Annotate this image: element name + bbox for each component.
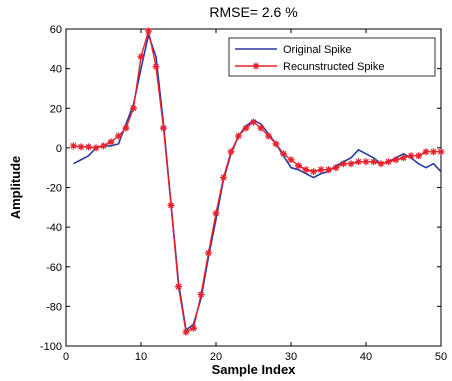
data-point — [70, 142, 77, 150]
data-point — [377, 160, 385, 168]
x-tick-label: 50 — [435, 351, 447, 363]
data-point — [242, 124, 250, 132]
data-point — [317, 166, 325, 174]
legend-box — [228, 37, 436, 77]
x-tick-label: 20 — [210, 351, 222, 363]
data-point — [310, 168, 317, 176]
data-point — [437, 148, 445, 156]
data-point — [122, 124, 130, 132]
axis-ticks: 0 10 20 30 40 50 -100 -80 -60 -40 -20 0 20 40 60 — [40, 24, 447, 363]
series-layer — [70, 27, 445, 336]
x-tick-label: 10 — [135, 351, 147, 363]
data-point — [175, 283, 182, 291]
y-tick-label: 40 — [50, 64, 62, 76]
data-point — [287, 156, 295, 164]
y-tick-label: 20 — [50, 103, 62, 115]
data-point — [400, 154, 407, 162]
data-point — [295, 162, 302, 170]
data-point — [145, 27, 152, 35]
data-point — [332, 164, 340, 172]
y-tick-label: -20 — [46, 183, 62, 195]
y-axis-title: Amplitude — [8, 156, 23, 220]
data-point — [160, 124, 167, 132]
y-tick-label: -80 — [46, 301, 62, 313]
data-point — [235, 132, 242, 140]
x-tick-label: 0 — [63, 351, 69, 363]
y-tick-label: -60 — [46, 262, 62, 274]
data-point — [302, 166, 310, 174]
data-point — [92, 144, 100, 152]
y-tick-label: -40 — [46, 222, 62, 234]
data-point — [227, 148, 235, 156]
data-point — [137, 53, 145, 61]
data-point — [385, 158, 392, 166]
data-point — [370, 158, 377, 166]
y-tick-label: -100 — [40, 341, 62, 353]
data-point — [355, 158, 362, 166]
data-point — [167, 201, 175, 209]
data-point — [100, 142, 107, 150]
data-point — [190, 324, 197, 332]
data-point — [220, 174, 227, 182]
plot-area — [65, 28, 442, 347]
legend-label: Original Spike — [283, 44, 351, 56]
data-point — [407, 152, 415, 160]
data-point — [212, 209, 220, 217]
legend: Original Spike Recunstructed Spike — [228, 37, 436, 77]
x-tick-label: 30 — [285, 351, 297, 363]
y-tick-label: 0 — [56, 143, 62, 155]
data-point — [152, 63, 160, 71]
data-point — [77, 143, 85, 151]
data-point — [182, 328, 190, 336]
data-point — [340, 160, 347, 168]
series-2 — [70, 27, 445, 336]
data-point — [107, 138, 115, 146]
data-point — [272, 140, 280, 148]
data-point — [430, 148, 437, 156]
data-point — [205, 249, 212, 257]
legend-label: Recunstructed Spike — [283, 61, 385, 73]
data-point — [115, 132, 122, 140]
data-point — [252, 62, 260, 70]
x-tick-label: 40 — [360, 351, 372, 363]
data-point — [85, 143, 92, 151]
data-point — [415, 152, 422, 160]
data-point — [257, 124, 265, 132]
data-point — [422, 148, 430, 156]
y-tick-label: 60 — [50, 24, 62, 36]
data-point — [325, 166, 332, 174]
x-axis-title: Sample Index — [212, 362, 297, 377]
data-point — [347, 160, 355, 168]
data-point — [130, 104, 137, 112]
data-point — [362, 158, 370, 166]
chart-title: RMSE= 2.6 % — [209, 4, 297, 20]
data-point — [250, 118, 257, 126]
data-point — [392, 156, 400, 164]
data-point — [280, 150, 287, 158]
data-point — [265, 132, 272, 140]
data-point — [197, 290, 205, 298]
